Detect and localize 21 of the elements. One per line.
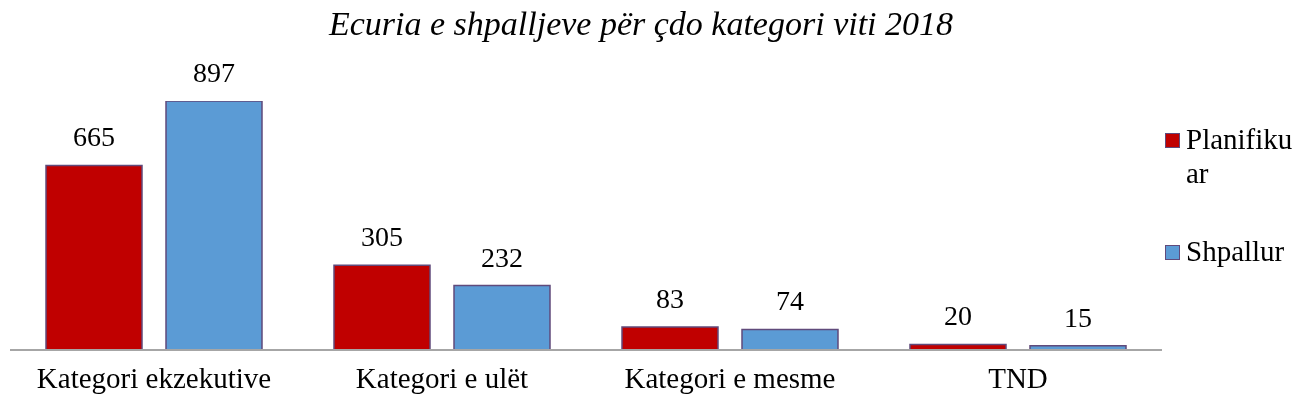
legend-label: Shpallur — [1186, 234, 1286, 268]
bar — [741, 328, 839, 350]
bar — [621, 326, 719, 350]
x-tick-label: Kategori e mesme — [624, 361, 836, 394]
x-tick-label: Kategori e ulët — [355, 361, 529, 394]
x-tick-label: TND — [988, 361, 1048, 394]
bar — [333, 264, 431, 350]
chart-title: Ecuria e shpalljeve për çdo kategori viti 2018 — [327, 5, 955, 43]
data-label: 897 — [193, 57, 235, 88]
data-label: 15 — [1064, 301, 1092, 333]
data-label: 665 — [73, 121, 115, 153]
bar — [45, 164, 143, 350]
data-label: 232 — [481, 241, 523, 273]
data-label: 83 — [656, 282, 684, 314]
x-tick-label: Kategori ekzekutive — [36, 361, 272, 394]
data-label: 20 — [944, 300, 972, 332]
bar — [453, 284, 551, 350]
data-label: 305 — [361, 221, 403, 253]
bar — [165, 101, 263, 350]
legend-label: Planifikuar — [1186, 122, 1294, 190]
data-label: 74 — [776, 285, 804, 317]
